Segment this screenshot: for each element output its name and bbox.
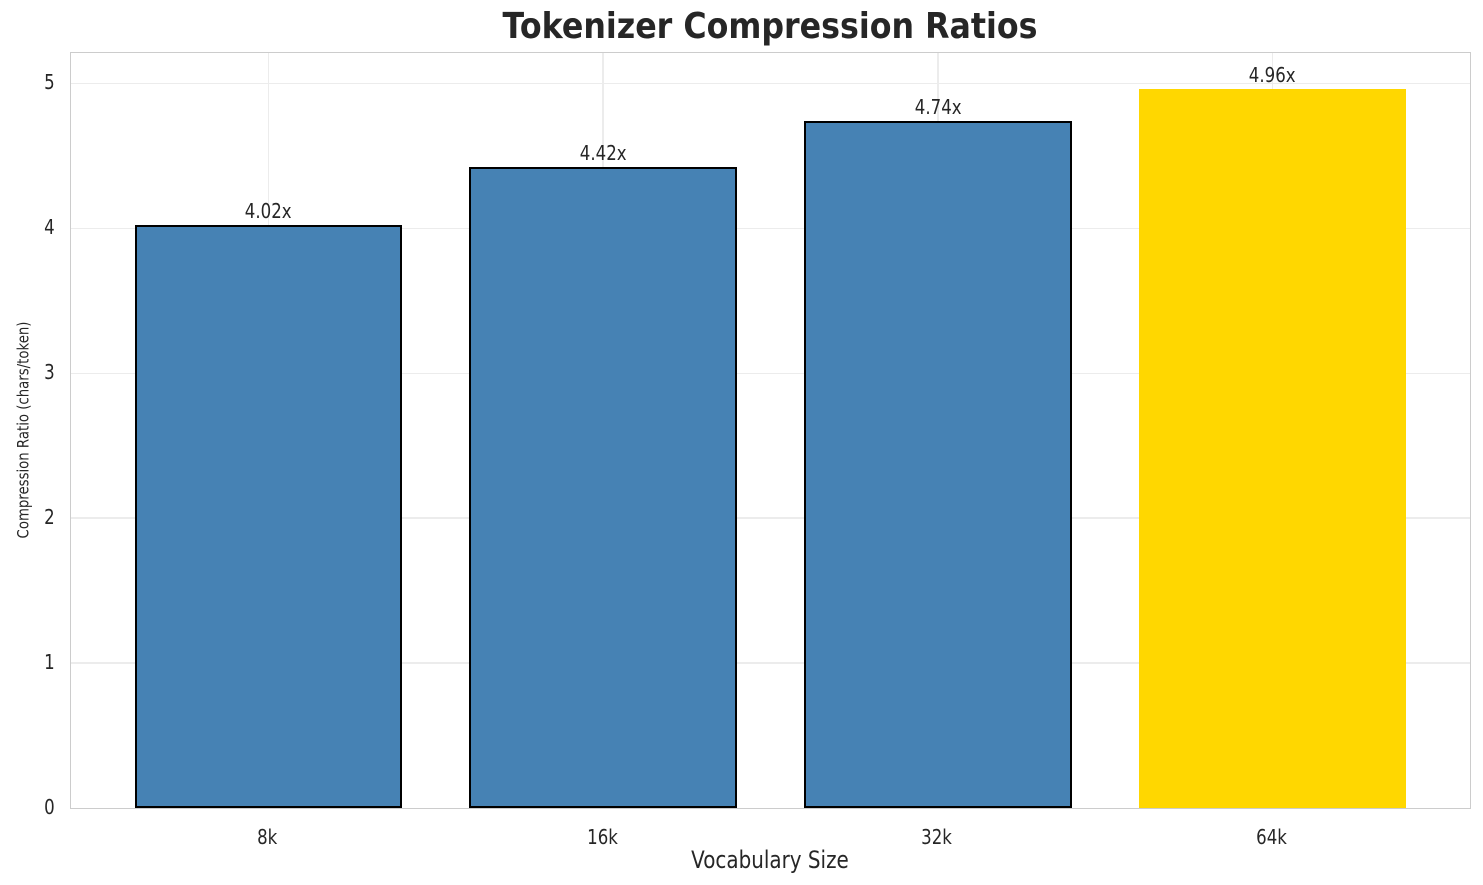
y-gridline xyxy=(71,372,1470,375)
y-tick-label: 5 xyxy=(8,69,56,95)
bar xyxy=(134,225,403,808)
x-axis-label-text: Vocabulary Size xyxy=(690,846,849,874)
x-tick-label: 32k xyxy=(857,824,1017,850)
x-tick-label: 8k xyxy=(187,824,347,850)
y-tick-label-text: 2 xyxy=(44,505,55,530)
x-tick-label: 64k xyxy=(1192,824,1352,850)
y-tick-label-text: 0 xyxy=(44,795,55,819)
y-tick-label: 4 xyxy=(8,214,56,240)
x-tick-label-text: 64k xyxy=(1256,825,1287,849)
y-axis-label-text: Compression Ratio (chars/token) xyxy=(13,321,33,539)
y-tick-label-text: 1 xyxy=(44,650,55,675)
y-gridline xyxy=(71,82,1470,85)
bar-highlighted xyxy=(1138,89,1407,808)
bar-value-label: 4.74x xyxy=(858,95,1018,119)
bar-value-text: 4.02x xyxy=(245,199,292,224)
bar-value-text: 4.74x xyxy=(914,95,962,120)
bar-value-text: 4.42x xyxy=(579,141,627,166)
y-tick-label-text: 3 xyxy=(44,360,55,385)
bar-value-label: 4.02x xyxy=(188,199,348,223)
chart-title-text: Tokenizer Compression Ratios xyxy=(501,6,1037,47)
y-gridline xyxy=(71,662,1470,664)
bar xyxy=(803,121,1072,808)
x-tick-label: 16k xyxy=(522,824,682,850)
bar-value-label: 4.96x xyxy=(1193,63,1353,87)
bar-value-text: 4.96x xyxy=(1249,63,1296,88)
plot-area: 4.02x 4.42x 4.74x 4.96x xyxy=(70,52,1471,809)
y-tick-label: 3 xyxy=(8,359,56,385)
y-gridline xyxy=(71,227,1470,230)
chart-title: Tokenizer Compression Ratios xyxy=(70,5,1469,49)
y-tick-label: 2 xyxy=(8,504,56,530)
bar xyxy=(469,167,738,808)
x-tick-label-text: 8k xyxy=(257,825,278,849)
bar-value-label: 4.42x xyxy=(523,141,683,165)
x-axis-label: Vocabulary Size xyxy=(70,846,1469,874)
y-gridline xyxy=(71,517,1470,519)
x-tick-label-text: 16k xyxy=(586,825,618,849)
y-tick-label: 0 xyxy=(8,794,56,820)
y-tick-label: 1 xyxy=(8,649,56,675)
x-tick-label-text: 32k xyxy=(921,825,953,849)
y-tick-label-text: 5 xyxy=(44,70,55,95)
y-tick-label-text: 4 xyxy=(44,215,55,240)
